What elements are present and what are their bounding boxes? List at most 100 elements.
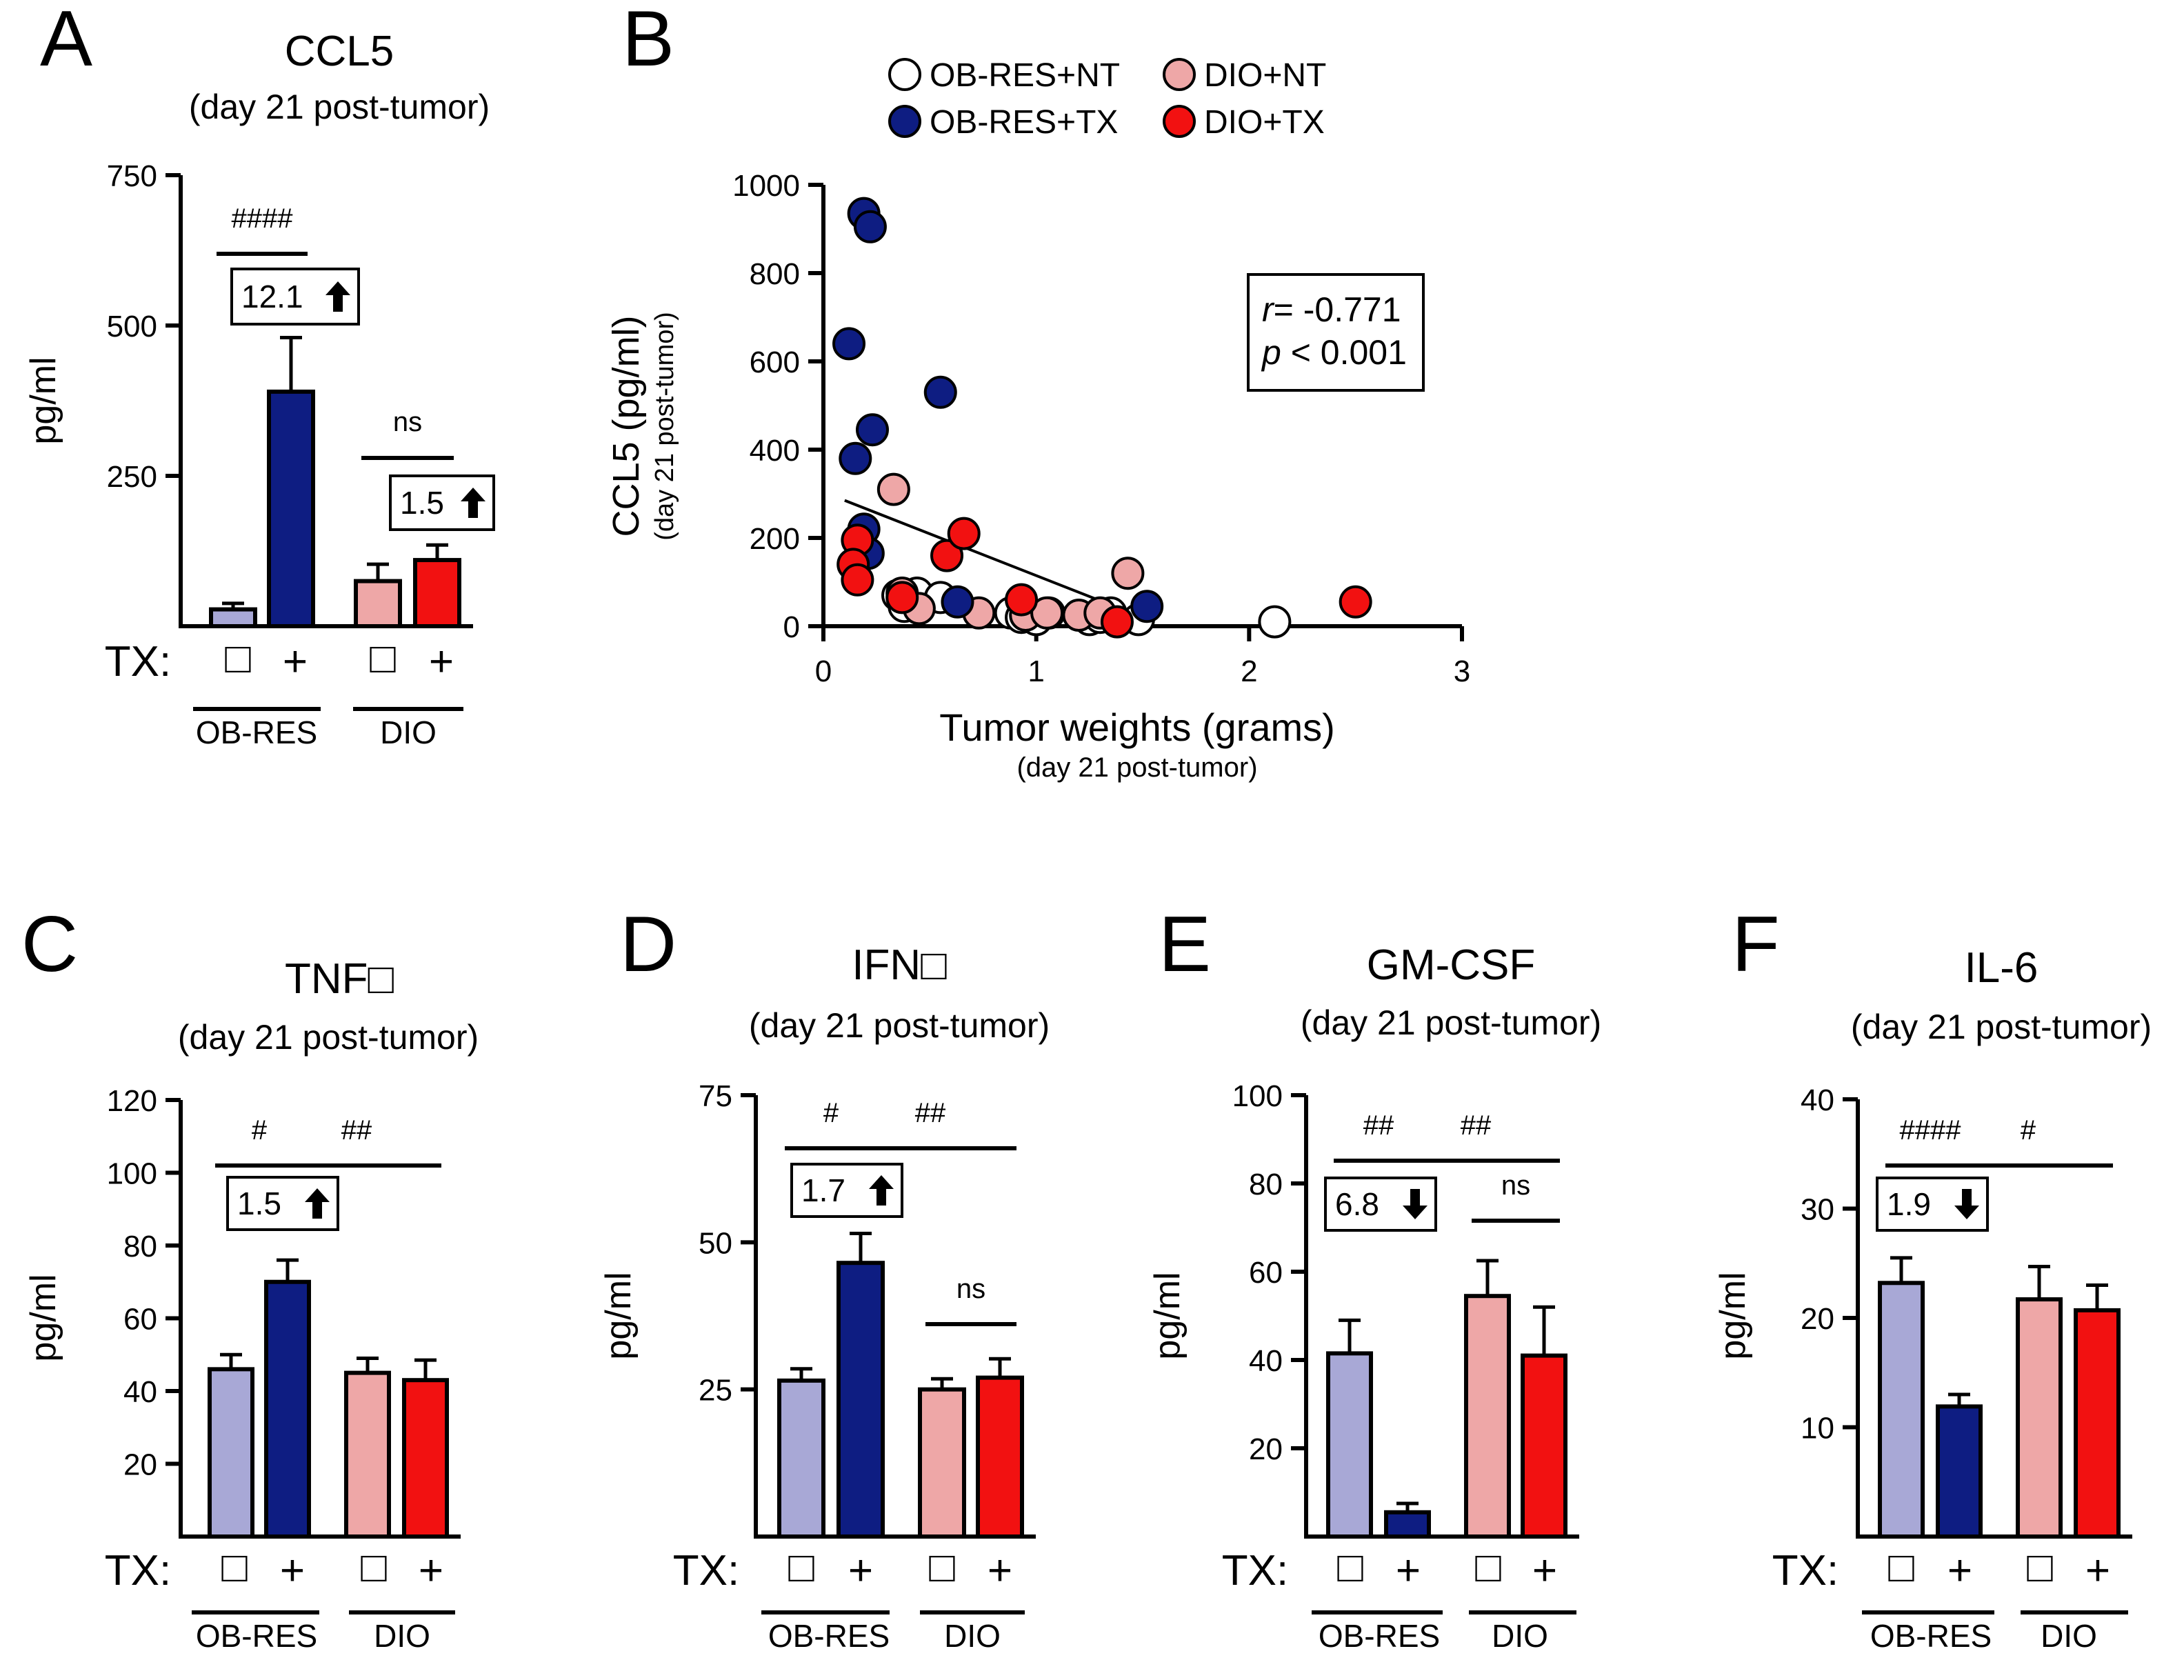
scatter-point-dio-tx (1339, 585, 1372, 619)
y-tick-label: 100 (107, 1157, 157, 1191)
y-axis-label: pg/ml (23, 357, 63, 444)
fold-change-value: 6.8 (1335, 1186, 1379, 1222)
group-label-dio: DIO (944, 1618, 1001, 1654)
significance-label: ## (341, 1115, 372, 1146)
y-tick-label: 250 (107, 460, 157, 494)
panel-label: B (622, 0, 674, 83)
bar-dio-nt (2016, 1297, 2063, 1539)
bar-dio-tx (2074, 1308, 2121, 1539)
tx-plus-symbol: + (283, 638, 308, 686)
arrow-up-icon (305, 1188, 330, 1219)
tx-minus-symbol: □ (2027, 1543, 2053, 1591)
chart-subtitle: (day 21 post-tumor) (178, 1018, 479, 1057)
y-axis-sublabel: (day 21 post-tumor) (650, 312, 679, 541)
scatter-point-dio-nt (1030, 596, 1064, 630)
fold-change-value: 1.5 (400, 485, 444, 521)
tx-plus-symbol: + (280, 1547, 305, 1594)
y-tick-label: 100 (1232, 1079, 1283, 1113)
scatter-point-dio-nt (876, 472, 910, 506)
tx-plus-symbol: + (429, 638, 454, 686)
legend-entry: OB-RES+NT (930, 57, 1120, 94)
x-tick-label: 3 (1454, 654, 1470, 688)
bar-ob-res-nt (208, 1367, 254, 1539)
group-label-ob-res: OB-RES (1319, 1618, 1440, 1654)
chart-title: TNF□ (285, 955, 394, 1003)
scatter-point-ob-res-tx (839, 441, 872, 475)
y-tick-label: 750 (107, 159, 157, 193)
y-tick-label: 80 (1249, 1168, 1283, 1201)
y-tick-label: 30 (1801, 1193, 1834, 1227)
fold-change-value: 12.1 (241, 279, 303, 314)
significance-label: ns (393, 407, 422, 437)
chart-subtitle: (day 21 post-tumor) (1301, 1003, 1601, 1042)
y-axis-label: pg/ml (23, 1274, 63, 1361)
bar-dio-tx (413, 558, 461, 629)
correlation-r: r= -0.771 (1262, 290, 1401, 329)
scatter-point-dio-tx (1005, 583, 1039, 617)
tx-minus-symbol: □ (370, 634, 396, 682)
scatter-point-dio-tx (1100, 605, 1134, 639)
bar-dio-tx (1521, 1353, 1567, 1539)
y-tick-label: 600 (750, 346, 800, 379)
fold-change-box (1324, 1177, 1437, 1232)
bar-dio-tx (402, 1378, 449, 1539)
tx-row-label: TX: (105, 638, 171, 686)
chart-subtitle: (day 21 post-tumor) (189, 88, 490, 126)
group-label-dio: DIO (380, 714, 437, 750)
y-tick-label: 20 (123, 1448, 157, 1482)
tx-minus-symbol: □ (361, 1543, 387, 1591)
tx-minus-symbol: □ (1475, 1543, 1501, 1591)
y-tick-label: 25 (699, 1374, 732, 1408)
significance-label: # (823, 1098, 839, 1128)
panel-a: A CCL5 (day 21 post-tumor) pg/ml 250 500 750 ##… (23, 0, 495, 750)
scatter-point-dio-tx (885, 581, 919, 614)
x-tick-label: 1 (1028, 654, 1044, 688)
y-tick-label: 20 (1249, 1432, 1283, 1466)
bar-ob-res-tx (1384, 1510, 1431, 1539)
y-axis-label: pg/ml (1148, 1272, 1188, 1359)
fold-change-value: 1.5 (237, 1186, 281, 1221)
tx-plus-symbol: + (1396, 1547, 1421, 1594)
scatter-point-ob-res-tx (941, 585, 974, 619)
bar-dio-nt (918, 1387, 966, 1539)
bar-dio-nt (354, 579, 402, 628)
legend-marker (1163, 58, 1196, 91)
y-tick-label: 10 (1801, 1412, 1834, 1446)
x-tick-label: 0 (815, 654, 832, 688)
tx-row-label: TX: (105, 1547, 171, 1594)
tx-plus-symbol: + (1947, 1547, 1972, 1594)
bar-ob-res-nt (777, 1378, 825, 1539)
chart-subtitle: (day 21 post-tumor) (1851, 1008, 2152, 1046)
x-axis-sublabel: (day 21 post-tumor) (1016, 752, 1257, 783)
legend-marker (888, 105, 921, 138)
panel-label: F (1732, 901, 1780, 988)
y-tick-label: 40 (123, 1375, 157, 1409)
tx-minus-symbol: □ (221, 1543, 248, 1591)
tx-minus-symbol: □ (788, 1543, 814, 1591)
tx-row-label: TX: (1772, 1547, 1839, 1594)
group-label-ob-res: OB-RES (196, 714, 317, 750)
y-tick-label: 0 (783, 610, 800, 644)
regression-line (844, 499, 1143, 619)
bar-dio-tx (976, 1375, 1024, 1539)
tx-plus-symbol: + (848, 1547, 873, 1594)
x-tick-label: 2 (1241, 654, 1257, 688)
legend-marker (1163, 105, 1196, 138)
bar-ob-res-nt (209, 607, 257, 628)
arrow-up-icon (325, 281, 350, 312)
group-label-ob-res: OB-RES (196, 1618, 317, 1654)
y-tick-label: 80 (123, 1230, 157, 1263)
bar-ob-res-nt (1326, 1351, 1373, 1539)
y-tick-label: 50 (699, 1226, 732, 1260)
chart-title: IFN□ (852, 941, 947, 989)
tx-minus-symbol: □ (225, 634, 251, 682)
y-tick-label: 800 (750, 257, 800, 291)
group-label-dio: DIO (2041, 1618, 2097, 1654)
bar-ob-res-tx (836, 1261, 885, 1539)
tx-row-label: TX: (673, 1547, 739, 1594)
legend-marker (888, 58, 921, 91)
significance-label: # (252, 1115, 268, 1146)
significance-label: ## (1363, 1110, 1394, 1141)
